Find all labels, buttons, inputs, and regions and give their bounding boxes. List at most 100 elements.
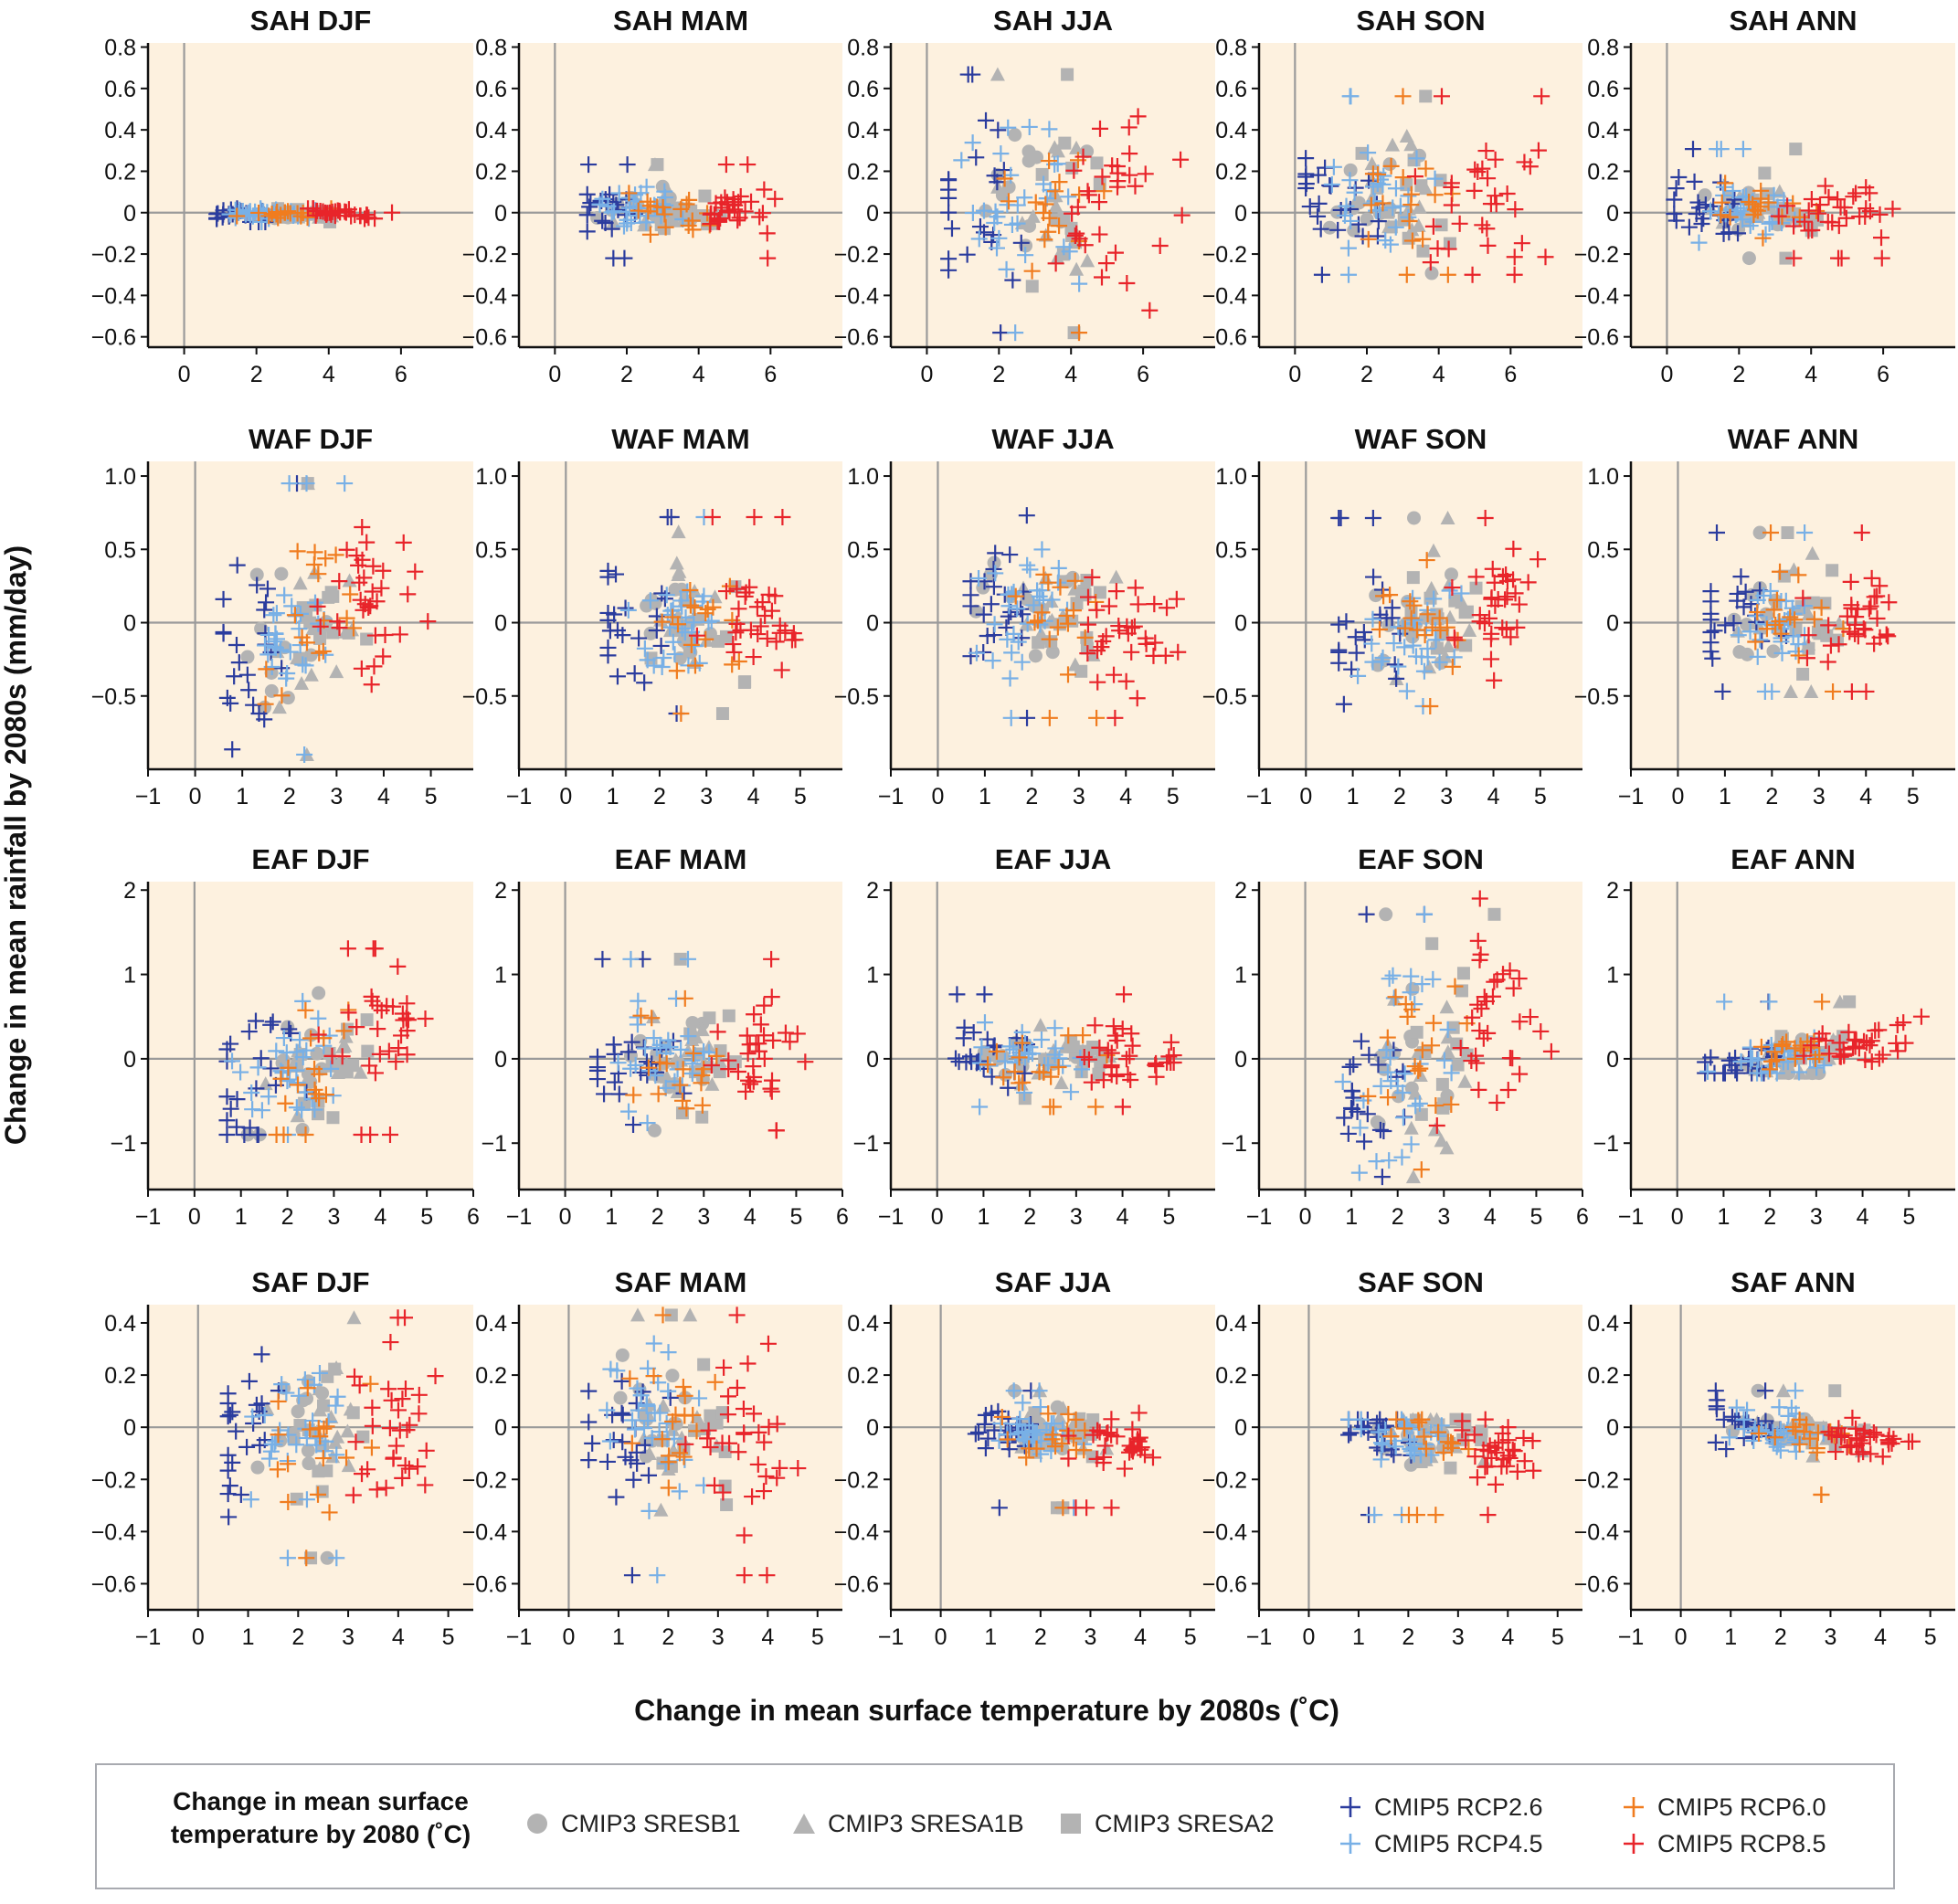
point-cmip3-sresa1b — [1399, 128, 1414, 143]
point-cmip5-rcp45 — [989, 239, 1005, 257]
y-tick-label: 0.4 — [475, 118, 507, 143]
x-tick-label: 0 — [1675, 1624, 1688, 1650]
point-cmip3-sresa1b — [1385, 137, 1401, 152]
point-cmip5-rcp85 — [1443, 178, 1460, 196]
point-cmip5-rcp85 — [1168, 590, 1185, 608]
x-tick-label: 4 — [761, 1624, 774, 1650]
point-cmip3-sresa2 — [346, 1406, 360, 1420]
point-cmip5-rcp60 — [1419, 606, 1436, 623]
y-tick-label: −0.6 — [1574, 325, 1619, 351]
point-cmip3-sresa2 — [720, 1498, 734, 1512]
point-cmip3-sresa2 — [698, 189, 712, 203]
point-cmip5-rcp45 — [291, 620, 308, 638]
point-cmip3-sresb1 — [674, 582, 689, 597]
x-tick-label: 1 — [612, 1624, 625, 1650]
point-cmip5-rcp45 — [1339, 239, 1357, 257]
plus-marker-icon — [1624, 1834, 1644, 1854]
point-cmip5-rcp45 — [638, 178, 655, 196]
point-cmip5-rcp60 — [258, 661, 275, 678]
x-tick-label: 6 — [1504, 362, 1517, 387]
point-cmip3-sresa2 — [1425, 936, 1439, 950]
point-cmip3-sresa2 — [697, 1358, 711, 1371]
point-cmip5-rcp85 — [1479, 170, 1497, 187]
point-cmip5-rcp85 — [338, 541, 355, 558]
point-cmip3-sresa2 — [346, 1059, 360, 1073]
point-cmip5-rcp85 — [1830, 249, 1847, 267]
point-cmip5-rcp45 — [1749, 648, 1766, 665]
y-tick-label: −0.2 — [834, 242, 879, 268]
point-cmip5-rcp85 — [1502, 629, 1519, 646]
y-tick-label: 0.2 — [847, 1363, 879, 1389]
point-cmip5-rcp45 — [1404, 589, 1422, 607]
point-cmip3-sresb1 — [998, 1067, 1012, 1082]
point-cmip5-rcp85 — [358, 534, 376, 551]
point-cmip5-rcp26 — [975, 606, 992, 623]
point-cmip5-rcp60 — [1066, 572, 1084, 589]
point-cmip5-rcp60 — [1362, 196, 1380, 214]
point-cmip5-rcp60 — [1417, 160, 1434, 177]
panel-saf-ann: −0.6 −0.4 −0.2 0 0.2 0.4 −1 0 1 2 3 4 5 SAF ANN — [1574, 1266, 1955, 1650]
point-cmip5-rcp45 — [252, 200, 270, 217]
point-cmip5-rcp85 — [1800, 202, 1817, 219]
point-cmip5-rcp85 — [1088, 601, 1106, 619]
point-cmip5-rcp60 — [654, 199, 672, 217]
point-cmip5-rcp45 — [1795, 598, 1813, 615]
y-tick-label: 2 — [1234, 878, 1247, 904]
point-cmip5-rcp60 — [682, 597, 699, 614]
point-cmip5-rcp26 — [582, 195, 599, 212]
legend-label-sresa1b: CMIP3 SRESA1B — [828, 1809, 1024, 1837]
point-cmip5-rcp45 — [224, 1052, 241, 1070]
y-tick-label: 0.4 — [1215, 118, 1247, 143]
x-tick-label: 6 — [395, 362, 407, 387]
point-cmip5-rcp60 — [1790, 566, 1807, 584]
x-tick-label: 1 — [605, 1204, 618, 1230]
x-tick-label: 2 — [1765, 784, 1778, 809]
plot-area — [1259, 43, 1582, 347]
point-cmip5-rcp85 — [362, 598, 379, 615]
point-cmip5-rcp85 — [1466, 182, 1483, 199]
point-cmip5-rcp85 — [688, 627, 705, 644]
y-tick-label: 2 — [494, 878, 507, 904]
point-cmip3-sresa2 — [713, 1065, 726, 1079]
point-cmip5-rcp85 — [1120, 119, 1138, 136]
point-cmip3-sresa1b — [1025, 208, 1041, 223]
point-cmip5-rcp26 — [601, 185, 619, 203]
point-cmip5-rcp60 — [305, 556, 323, 574]
x-tick-label: 6 — [467, 1204, 480, 1230]
x-tick-label: 0 — [931, 784, 944, 809]
point-cmip5-rcp85 — [785, 625, 802, 642]
point-cmip5-rcp85 — [1871, 206, 1889, 223]
point-cmip3-sresa1b — [353, 1064, 368, 1079]
point-cmip5-rcp85 — [1106, 666, 1123, 683]
point-cmip3-sresa2 — [683, 1027, 697, 1041]
point-cmip5-rcp85 — [395, 534, 412, 551]
point-cmip5-rcp60 — [683, 212, 701, 229]
x-tick-label: 4 — [1487, 784, 1500, 809]
point-cmip5-rcp26 — [1329, 221, 1347, 238]
point-cmip5-rcp26 — [240, 682, 258, 699]
point-cmip5-rcp60 — [730, 653, 747, 671]
legend-title: Change in mean surface temperature by 20… — [170, 1787, 471, 1848]
point-cmip3-sresb1 — [1407, 511, 1422, 525]
point-cmip5-rcp85 — [376, 627, 394, 644]
x-tick-label: 1 — [979, 784, 991, 809]
point-cmip3-sresa2 — [1406, 571, 1420, 585]
point-cmip5-rcp60 — [1765, 601, 1783, 619]
point-cmip5-rcp26 — [1693, 216, 1710, 233]
x-tick-label: 1 — [1347, 784, 1360, 809]
point-cmip5-rcp60 — [280, 203, 297, 220]
point-cmip5-rcp60 — [298, 634, 315, 651]
point-cmip5-rcp26 — [1726, 191, 1743, 208]
point-cmip3-sresa2 — [324, 586, 338, 599]
point-cmip5-rcp45 — [1016, 189, 1033, 206]
point-cmip5-rcp60 — [1752, 182, 1770, 199]
point-cmip5-rcp26 — [979, 628, 996, 645]
point-cmip5-rcp60 — [1396, 619, 1413, 637]
point-cmip5-rcp26 — [1001, 546, 1019, 564]
point-cmip5-rcp60 — [1418, 552, 1435, 569]
point-cmip3-sresa2 — [326, 1111, 340, 1125]
x-tick-label: −1 — [506, 1204, 533, 1230]
point-cmip5-rcp45 — [653, 659, 671, 676]
panel-title: SAH MAM — [613, 5, 748, 37]
point-cmip3-sresb1 — [1445, 567, 1459, 582]
